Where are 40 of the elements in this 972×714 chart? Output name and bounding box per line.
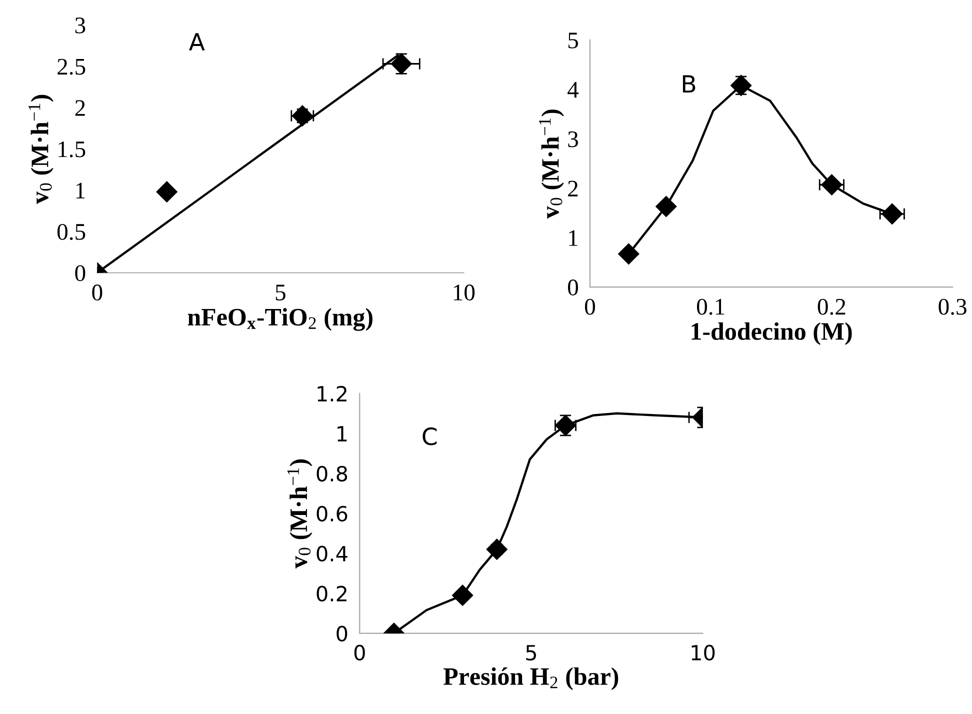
point: [452, 584, 474, 606]
y-tick-label: 0: [336, 626, 348, 642]
annotation: A: [188, 33, 205, 50]
x-tick-label: 5: [276, 284, 286, 300]
annotation: C: [422, 427, 437, 446]
y-tick-label: 4: [568, 82, 579, 98]
annotation: B: [682, 75, 696, 93]
x-tick-label: 0: [354, 644, 365, 661]
y-tick-label: 1.2: [318, 386, 346, 402]
x-axis-title: nFeO$_{x}$-TiO$_{2}$ (mg): [188, 308, 372, 331]
y-tick-label: 2: [568, 180, 578, 196]
x-axis-title: Presión H$_{2}$ (bar): [444, 667, 618, 690]
y-tick-label: 1: [76, 182, 85, 198]
y-tick-label: 3: [568, 131, 578, 148]
x-tick-label: 0: [585, 298, 596, 315]
y-axis-title: v$_{0}$ (M·h$^{−1}$): [539, 110, 564, 219]
y-tick-label: 5: [568, 32, 578, 48]
y-tick-label: 2: [75, 100, 85, 116]
y-tick-label: 0: [75, 265, 86, 282]
x-tick-label: 0.2: [818, 298, 846, 315]
x-tick-label: 10: [692, 644, 715, 661]
x-tick-label: 5: [526, 645, 536, 661]
y-tick-label: 1.5: [58, 141, 86, 158]
y-tick-label: 0.6: [316, 506, 348, 522]
x-tick-label: 10: [454, 284, 475, 300]
y-tick-label: 1: [338, 426, 347, 442]
y-axis-title: v$_{0}$ (M·h$^{−1}$): [287, 459, 312, 568]
y-tick-label: 0.8: [316, 466, 348, 482]
x-tick-label: 0.3: [938, 298, 966, 315]
point: [882, 203, 903, 224]
y-tick-label: 0.4: [316, 546, 348, 562]
x-axis-title: 1-dodecino (M): [692, 322, 852, 345]
y-axis-title: v$_{0}$ (M·h$^{−1}$): [28, 94, 54, 204]
y-tick-label: 0.5: [57, 224, 86, 240]
y-tick-label: 1: [569, 230, 578, 246]
x-tick-label: 0: [92, 284, 102, 300]
y-tick-label: 0.2: [316, 586, 346, 602]
y-tick-label: 2.5: [58, 58, 86, 75]
x-tick-label: 0.1: [697, 298, 724, 315]
y-tick-label: 3: [75, 18, 86, 34]
